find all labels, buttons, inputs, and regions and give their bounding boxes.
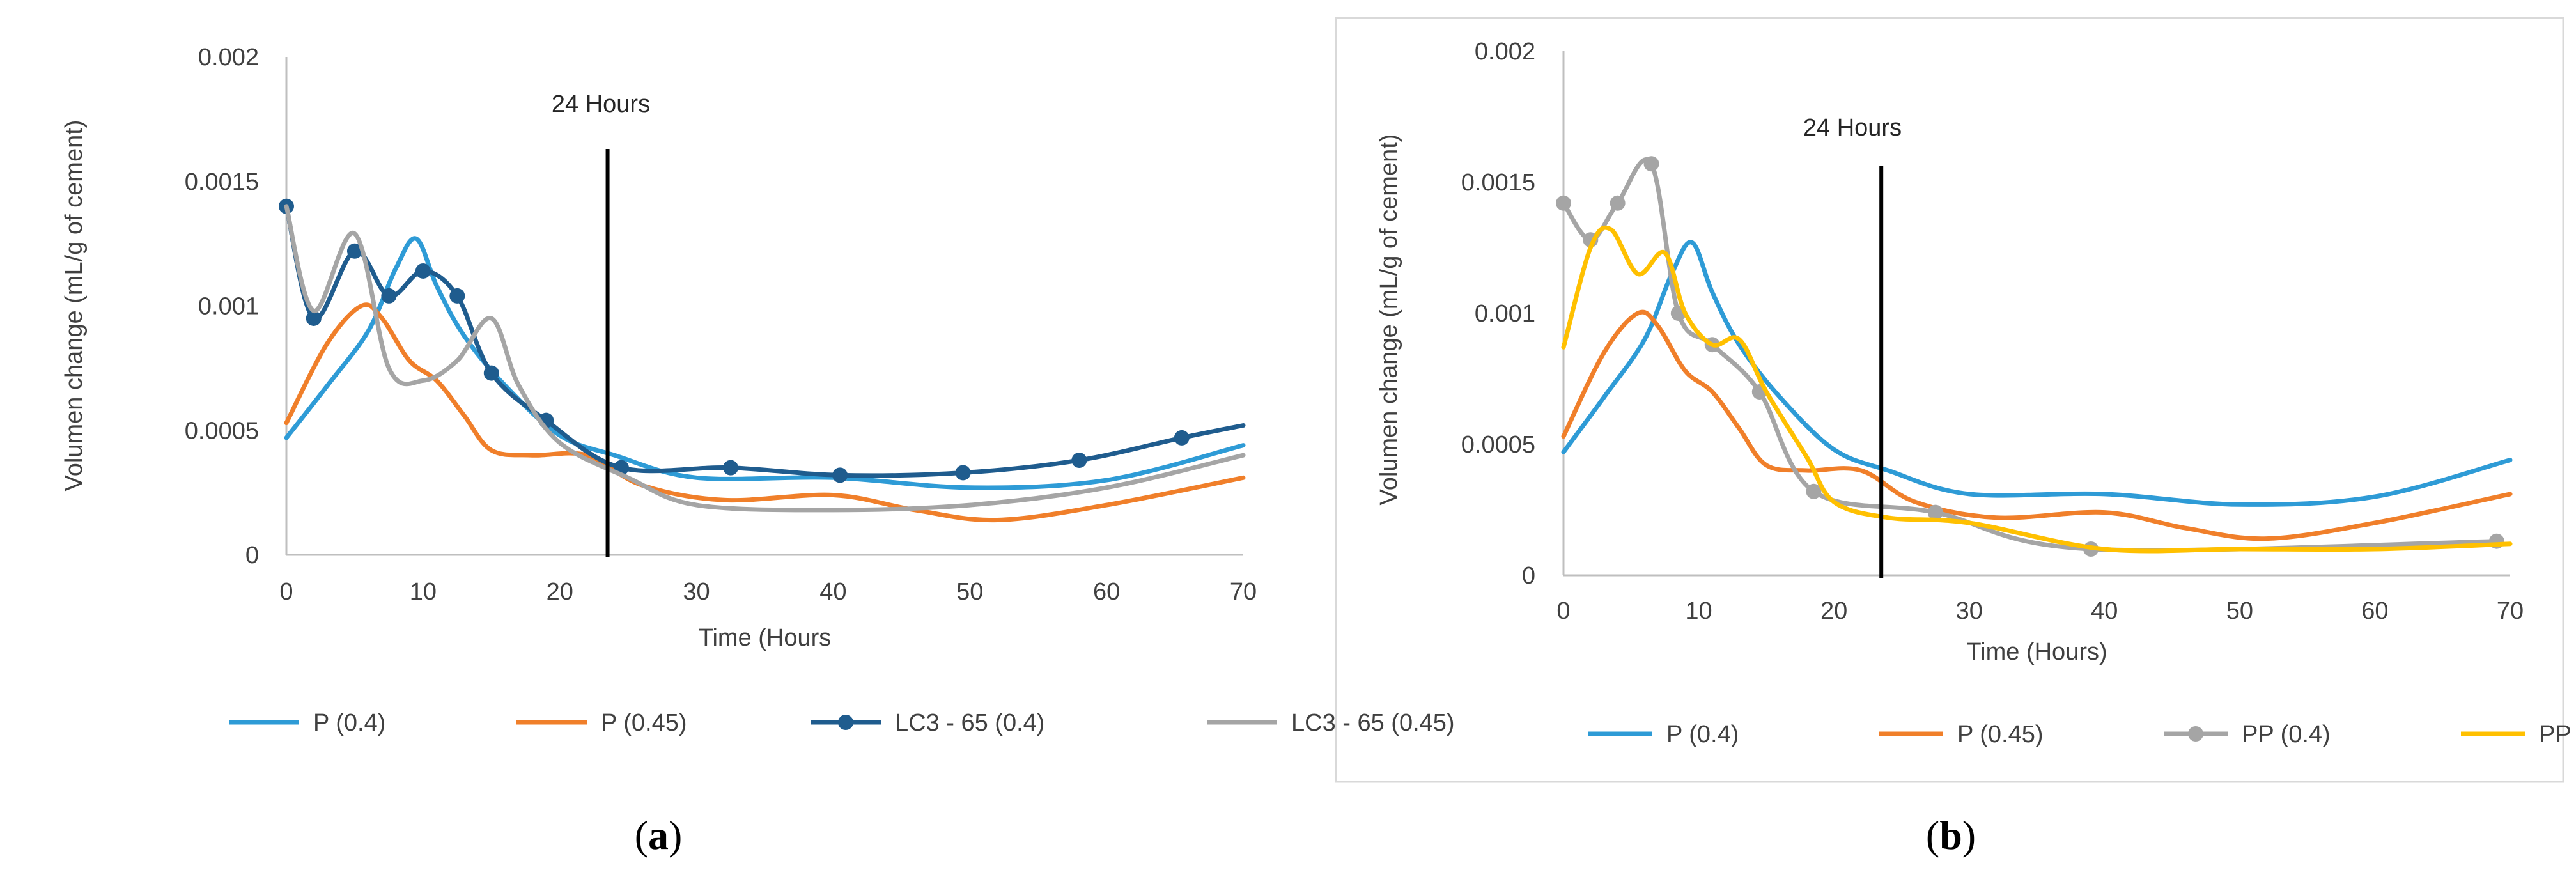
y-tick-label: 0 bbox=[245, 542, 259, 569]
series-point bbox=[1610, 195, 1626, 211]
caption-close: ) bbox=[669, 812, 682, 858]
series-point bbox=[723, 460, 739, 476]
x-tick-label: 60 bbox=[2361, 598, 2388, 625]
y-tick-label: 0.0005 bbox=[1461, 431, 1535, 458]
x-tick-label: 30 bbox=[683, 579, 710, 605]
x-axis-label: Time (Hours bbox=[699, 625, 832, 651]
chart-panel-b: 0 0.0005 0.001 0.0015 0.002 0 10 20 30 40 50 60 70 Ti… bbox=[1335, 17, 2576, 858]
series-point bbox=[955, 465, 971, 481]
x-tick-label: 70 bbox=[2497, 598, 2524, 625]
series-point bbox=[1174, 430, 1190, 446]
y-tick-label: 0.001 bbox=[198, 293, 259, 320]
legend-item: P (0.4) bbox=[229, 710, 385, 736]
x-tick-label: 70 bbox=[1230, 579, 1257, 605]
x-tick-label: 50 bbox=[956, 579, 983, 605]
legend-marker bbox=[2188, 726, 2203, 742]
y-tick-label: 0 bbox=[1522, 563, 1535, 589]
legend-item: PP (0.45) bbox=[2461, 721, 2576, 748]
caption-letter: a bbox=[648, 812, 669, 858]
x-tick-label: 40 bbox=[819, 579, 846, 605]
series-point bbox=[1927, 504, 1943, 520]
x-tick-label: 20 bbox=[547, 579, 573, 605]
series-point bbox=[1643, 156, 1659, 172]
x-tick-label: 0 bbox=[279, 579, 293, 605]
x-tick-label: 30 bbox=[1956, 598, 1983, 625]
legend-label: PP (0.4) bbox=[2242, 721, 2331, 748]
annotation-24h-label: 24 Hours bbox=[1803, 114, 1902, 141]
series-line-0 bbox=[1561, 240, 2513, 507]
series-point bbox=[381, 288, 397, 304]
y-tick-label: 0.0015 bbox=[185, 169, 259, 196]
caption-open: ( bbox=[635, 812, 648, 858]
legend-item: PP (0.4) bbox=[2164, 721, 2331, 748]
series-point bbox=[1071, 452, 1087, 468]
legend-item: P (0.45) bbox=[516, 710, 687, 736]
legend-label: P (0.4) bbox=[1666, 721, 1739, 748]
x-tick-label: 20 bbox=[1820, 598, 1847, 625]
series-point bbox=[415, 263, 431, 279]
series-point bbox=[449, 288, 465, 304]
y-axis-label: Volumen change (mL/g of cement) bbox=[1376, 134, 1402, 506]
legend-label: P (0.4) bbox=[313, 710, 385, 736]
series-point bbox=[832, 467, 848, 483]
x-tick-label: 10 bbox=[410, 579, 437, 605]
caption-open: ( bbox=[1926, 812, 1939, 858]
y-axis-label: Volumen change (mL/g of cement) bbox=[61, 120, 88, 492]
legend-marker bbox=[838, 715, 853, 730]
y-tick-label: 0.0015 bbox=[1461, 169, 1535, 196]
series-point bbox=[346, 243, 362, 259]
panel-caption: (a) bbox=[635, 812, 683, 858]
panel-caption: (b) bbox=[1926, 812, 1976, 858]
x-tick-label: 0 bbox=[1556, 598, 1570, 625]
legend-item: LC3 - 65 (0.45) bbox=[1207, 710, 1455, 736]
legend-label: P (0.45) bbox=[1957, 721, 2043, 748]
series-line-1 bbox=[284, 302, 1246, 523]
legend-label: PP (0.45) bbox=[2539, 721, 2576, 748]
y-tick-label: 0.001 bbox=[1475, 300, 1535, 327]
series-point bbox=[483, 365, 499, 381]
series-line-2 bbox=[1561, 157, 2499, 553]
x-tick-label: 10 bbox=[1685, 598, 1712, 625]
caption-close: ) bbox=[1962, 812, 1976, 858]
legend-label: P (0.45) bbox=[601, 710, 687, 736]
chart-frame bbox=[1335, 17, 2564, 783]
series-point bbox=[306, 310, 322, 326]
y-tick-label: 0.002 bbox=[198, 44, 259, 71]
annotation-24h-label: 24 Hours bbox=[552, 91, 650, 118]
x-tick-label: 60 bbox=[1093, 579, 1120, 605]
legend-label: LC3 - 65 (0.45) bbox=[1291, 710, 1455, 736]
x-tick-label: 50 bbox=[2226, 598, 2253, 625]
series-line-2 bbox=[284, 204, 1246, 478]
caption-letter: b bbox=[1939, 812, 1962, 858]
y-tick-label: 0.002 bbox=[1475, 38, 1535, 65]
legend-label: LC3 - 65 (0.4) bbox=[895, 710, 1044, 736]
series-line-1 bbox=[1561, 309, 2513, 541]
series-line-3 bbox=[1561, 225, 2513, 554]
series-point bbox=[1806, 483, 1822, 499]
x-tick-label: 40 bbox=[2091, 598, 2118, 625]
series-line-0 bbox=[284, 236, 1246, 490]
y-tick-label: 0.0005 bbox=[185, 417, 259, 444]
chart-panel-a: 0 0.0005 0.001 0.0015 0.002 0 10 20 30 40 50 60 70 Ti… bbox=[61, 44, 1455, 858]
x-axis-label: Time (Hours) bbox=[1966, 639, 2107, 665]
legend-item: P (0.4) bbox=[1588, 721, 1739, 748]
legend-item: P (0.45) bbox=[1879, 721, 2043, 748]
series-point bbox=[1556, 195, 1571, 211]
legend-item: LC3 - 65 (0.4) bbox=[811, 710, 1044, 736]
series-line-3 bbox=[284, 204, 1246, 513]
